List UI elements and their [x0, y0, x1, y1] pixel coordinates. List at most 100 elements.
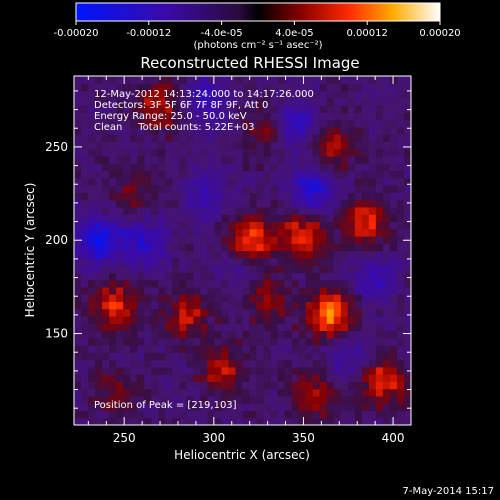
heatmap-cell	[123, 126, 131, 135]
heatmap-cell	[123, 403, 131, 412]
heatmap-cell	[193, 301, 201, 310]
heatmap-cell	[403, 323, 411, 332]
heatmap-cell	[130, 323, 138, 332]
heatmap-cell	[312, 177, 321, 186]
heatmap-cell	[102, 395, 110, 404]
heatmap-cell	[109, 294, 117, 302]
heatmap-cell	[340, 359, 349, 368]
heatmap-cell	[333, 417, 342, 425]
heatmap-cell	[256, 105, 265, 113]
heatmap-cell	[193, 388, 201, 397]
heatmap-cell	[361, 395, 370, 404]
heatmap-cell	[242, 199, 251, 208]
heatmap-cell	[158, 83, 166, 92]
heatmap-cell	[109, 388, 117, 397]
heatmap-cell	[340, 192, 349, 201]
heatmap-cell	[172, 228, 180, 237]
heatmap-cell	[179, 134, 187, 143]
heatmap-cell	[186, 410, 194, 419]
heatmap-cell	[109, 286, 117, 295]
peak-position-label: Position of Peak = [219,103]	[94, 400, 237, 411]
heatmap-cell	[347, 381, 356, 390]
heatmap-cell	[151, 294, 159, 302]
heatmap-cell	[109, 97, 117, 106]
heatmap-cell	[123, 206, 131, 215]
heatmap-cell	[347, 76, 356, 84]
heatmap-cell	[172, 192, 180, 201]
heatmap-cell	[74, 155, 82, 164]
heatmap-cell	[81, 177, 89, 186]
heatmap-cell	[165, 243, 173, 252]
heatmap-cell	[291, 206, 300, 215]
heatmap-cell	[396, 374, 405, 382]
heatmap-cell	[151, 250, 159, 259]
heatmap-cell	[284, 337, 293, 346]
heatmap-cell	[179, 76, 187, 84]
heatmap-cell	[116, 294, 124, 302]
heatmap-cell	[242, 235, 251, 244]
heatmap-cell	[263, 374, 272, 382]
heatmap-cell	[389, 301, 398, 310]
heatmap-cell	[368, 250, 377, 259]
heatmap-cell	[319, 126, 328, 135]
heatmap-cell	[326, 359, 335, 368]
heatmap-cell	[144, 148, 152, 157]
heatmap-cell	[340, 206, 349, 215]
heatmap-cell	[207, 403, 216, 412]
heatmap-cell	[151, 257, 159, 266]
heatmap-cell	[312, 243, 321, 252]
heatmap-cell	[389, 308, 398, 317]
heatmap-cell	[361, 366, 370, 375]
heatmap-cell	[242, 214, 251, 223]
heatmap-cell	[284, 359, 293, 368]
heatmap-cell	[130, 214, 138, 223]
heatmap-cell	[291, 388, 300, 397]
heatmap-cell	[340, 148, 349, 157]
heatmap-cell	[158, 403, 166, 412]
heatmap-cell	[263, 105, 272, 113]
heatmap-cell	[270, 359, 279, 368]
heatmap-cell	[291, 410, 300, 419]
heatmap-cell	[333, 155, 342, 164]
heatmap-cell	[137, 170, 145, 179]
heatmap-cell	[158, 163, 166, 172]
heatmap-cell	[396, 243, 405, 252]
heatmap-cell	[88, 76, 96, 84]
heatmap-cell	[375, 345, 384, 353]
heatmap-cell	[221, 308, 230, 317]
heatmap-cell	[284, 90, 293, 99]
heatmap-cell	[74, 410, 82, 419]
heatmap-cell	[263, 148, 272, 157]
heatmap-cell	[305, 272, 314, 281]
heatmap-cell	[228, 265, 237, 273]
heatmap-cell	[389, 192, 398, 201]
heatmap-cell	[389, 337, 398, 346]
heatmap-cell	[249, 76, 258, 84]
heatmap-cell	[298, 119, 307, 128]
heatmap-cell	[95, 301, 103, 310]
heatmap-cell	[326, 417, 335, 425]
heatmap-cell	[298, 199, 307, 208]
heatmap-cell	[340, 83, 349, 92]
heatmap-cell	[81, 199, 89, 208]
heatmap-cell	[158, 366, 166, 375]
heatmap-cell	[291, 126, 300, 135]
heatmap-cell	[319, 301, 328, 310]
heatmap-cell	[200, 403, 208, 412]
heatmap-cell	[95, 235, 103, 244]
heatmap-cell	[396, 141, 405, 150]
heatmap-cell	[284, 199, 293, 208]
heatmap-cell	[172, 250, 180, 259]
heatmap-cell	[214, 163, 223, 172]
heatmap-cell	[263, 134, 272, 143]
heatmap-cell	[277, 315, 286, 324]
heatmap-cell	[137, 83, 145, 92]
heatmap-cell	[382, 323, 391, 332]
heatmap-cell	[186, 112, 194, 121]
heatmap-cell	[368, 105, 377, 113]
heatmap-cell	[116, 417, 124, 425]
heatmap-cell	[284, 395, 293, 404]
heatmap-cell	[221, 192, 230, 201]
heatmap-cell	[109, 112, 117, 121]
heatmap-cell	[284, 403, 293, 412]
